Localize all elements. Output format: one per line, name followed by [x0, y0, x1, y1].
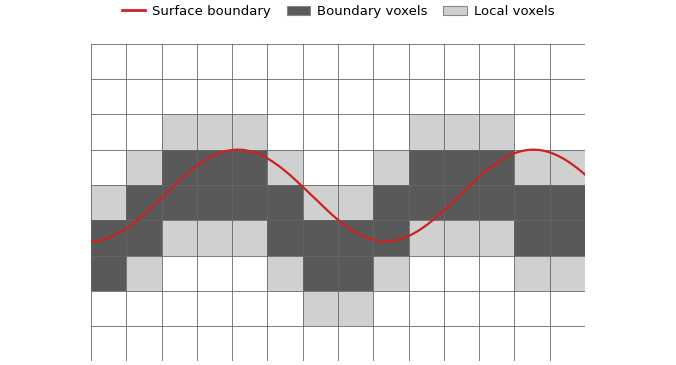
Bar [479, 150, 514, 185]
Bar [373, 220, 408, 256]
Bar [479, 185, 514, 220]
Bar [514, 150, 550, 185]
Bar [514, 220, 550, 256]
Bar [514, 185, 550, 220]
Bar [197, 220, 232, 256]
Bar [126, 220, 162, 256]
Bar [91, 220, 126, 256]
Bar [162, 220, 197, 256]
Bar [197, 185, 232, 220]
Bar [232, 114, 268, 150]
Bar [303, 220, 338, 256]
Bar [268, 185, 303, 220]
Bar [268, 150, 303, 185]
Bar [479, 114, 514, 150]
Bar [232, 185, 268, 220]
Bar [197, 114, 232, 150]
Bar [408, 185, 444, 220]
Bar [338, 291, 373, 326]
Bar [303, 255, 338, 291]
Bar [444, 185, 479, 220]
Bar [268, 255, 303, 291]
Bar [197, 150, 232, 185]
Bar [126, 150, 162, 185]
Bar [303, 185, 338, 220]
Bar [550, 150, 585, 185]
Bar [232, 220, 268, 256]
Bar [550, 185, 585, 220]
Bar [338, 220, 373, 256]
Bar [514, 255, 550, 291]
Bar [126, 185, 162, 220]
Bar [338, 255, 373, 291]
Bar [162, 185, 197, 220]
Bar [268, 220, 303, 256]
Legend: Surface boundary, Boundary voxels, Local voxels: Surface boundary, Boundary voxels, Local… [116, 0, 560, 23]
Bar [162, 150, 197, 185]
Bar [373, 255, 408, 291]
Bar [232, 150, 268, 185]
Bar [444, 114, 479, 150]
Bar [550, 220, 585, 256]
Bar [444, 150, 479, 185]
Bar [373, 185, 408, 220]
Bar [550, 255, 585, 291]
Bar [373, 150, 408, 185]
Bar [126, 255, 162, 291]
Bar [303, 291, 338, 326]
Bar [479, 220, 514, 256]
Bar [408, 150, 444, 185]
Bar [91, 185, 126, 220]
Bar [408, 114, 444, 150]
Bar [408, 220, 444, 256]
Bar [91, 255, 126, 291]
Bar [444, 220, 479, 256]
Bar [162, 114, 197, 150]
Bar [338, 185, 373, 220]
